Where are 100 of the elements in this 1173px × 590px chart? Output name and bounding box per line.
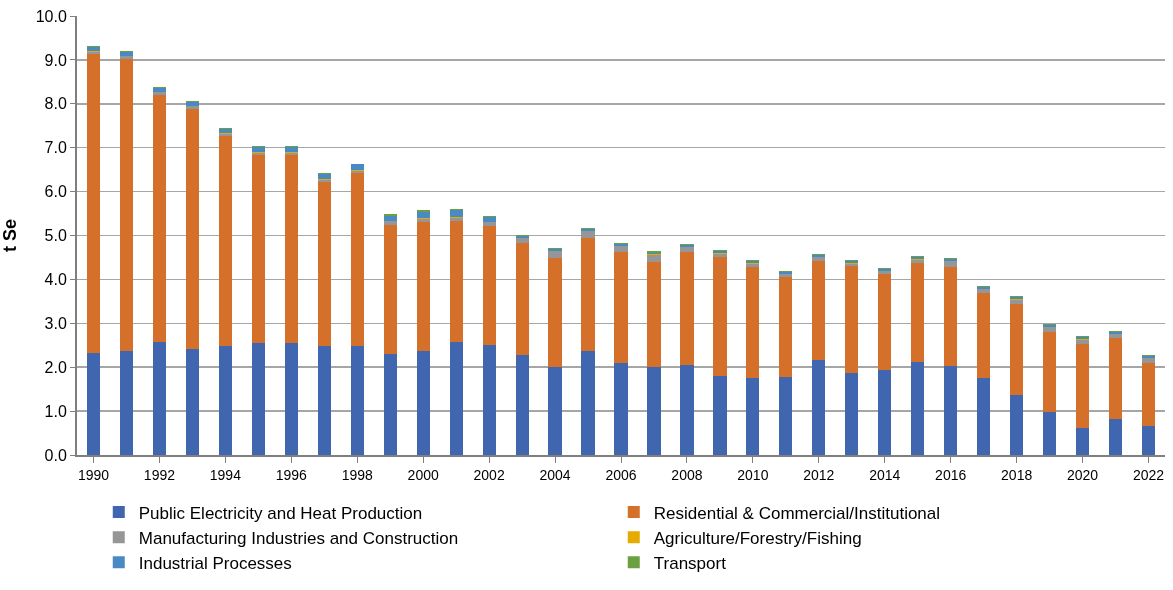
bar xyxy=(449,210,463,218)
legend-label: Residential & Commercial/Institutional xyxy=(653,503,941,523)
bar xyxy=(350,173,364,346)
bar xyxy=(746,267,760,379)
bar xyxy=(944,266,958,366)
bar xyxy=(119,59,134,351)
bar xyxy=(1075,428,1090,455)
legend-label: Agriculture/Forestry/Fishing xyxy=(653,528,862,548)
bar xyxy=(812,359,826,455)
bar xyxy=(152,95,167,343)
bar xyxy=(977,378,991,455)
bar xyxy=(1043,327,1057,333)
bar xyxy=(86,46,101,52)
bar xyxy=(1010,299,1024,304)
bar xyxy=(515,238,529,244)
bar xyxy=(581,231,595,238)
bar xyxy=(647,261,661,368)
bar xyxy=(482,225,496,345)
bar xyxy=(1075,344,1090,429)
bar xyxy=(251,147,265,153)
y-tick-label: 1.0 xyxy=(44,402,67,420)
y-tick-label: 6.0 xyxy=(44,183,67,201)
bar xyxy=(614,252,628,364)
bar xyxy=(680,364,694,455)
x-tick-label: 2020 xyxy=(1067,466,1099,483)
bar xyxy=(251,343,265,455)
x-tick-label: 2000 xyxy=(407,466,439,483)
bar xyxy=(416,351,430,455)
x-tick-label: 2004 xyxy=(539,466,571,483)
bar xyxy=(845,372,859,455)
bar xyxy=(911,362,925,455)
bar xyxy=(548,258,562,368)
bar xyxy=(449,221,463,342)
bar xyxy=(812,260,826,360)
x-tick-label: 2010 xyxy=(737,466,769,483)
x-tick-label: 2006 xyxy=(605,466,637,483)
bar xyxy=(680,247,694,253)
bar xyxy=(713,257,727,376)
legend-label: Transport xyxy=(653,553,727,573)
bar xyxy=(350,164,364,171)
bar xyxy=(1043,332,1057,412)
bar xyxy=(317,345,331,455)
bar xyxy=(1108,419,1123,455)
x-tick-label: 1990 xyxy=(77,466,110,483)
x-tick-label: 1998 xyxy=(341,466,374,483)
x-tick-label: 2008 xyxy=(671,466,703,483)
x-tick-label: 2012 xyxy=(803,466,835,483)
x-tick-label: 2002 xyxy=(473,466,505,483)
bar xyxy=(383,353,397,455)
bar xyxy=(185,101,199,106)
y-tick-label: 0.0 xyxy=(44,446,67,464)
bar xyxy=(317,173,331,180)
y-tick-label: 9.0 xyxy=(44,51,67,69)
bar xyxy=(515,354,529,455)
bar xyxy=(845,265,859,373)
bar xyxy=(1108,334,1123,339)
bar xyxy=(977,293,991,379)
bar xyxy=(1043,411,1057,455)
bar xyxy=(383,215,397,221)
bar xyxy=(944,261,958,267)
bar xyxy=(185,348,199,455)
x-tick-label: 1994 xyxy=(209,466,242,483)
bar xyxy=(152,342,167,455)
bar xyxy=(251,155,265,344)
bar xyxy=(416,222,430,352)
bar xyxy=(317,182,331,346)
y-tick-label: 8.0 xyxy=(44,95,67,113)
bar xyxy=(581,237,595,351)
bar xyxy=(944,365,958,455)
legend-label: Public Electricity and Heat Production xyxy=(138,503,423,523)
bar xyxy=(647,254,661,262)
bar xyxy=(449,341,463,455)
y-tick-label: 10.0 xyxy=(35,7,67,25)
legend-label: Industrial Processes xyxy=(138,553,292,573)
x-tick-label: 2022 xyxy=(1132,466,1165,483)
x-tick-label: 2016 xyxy=(935,466,967,483)
bar xyxy=(746,378,760,455)
bar xyxy=(911,263,925,363)
bar xyxy=(416,211,430,219)
y-tick-label: 2.0 xyxy=(44,358,67,376)
bar xyxy=(1010,303,1024,396)
bar xyxy=(1141,358,1156,364)
bar xyxy=(779,377,793,455)
bar xyxy=(548,367,562,455)
bar xyxy=(185,109,199,349)
bar xyxy=(977,289,991,294)
bar xyxy=(383,224,397,354)
bar xyxy=(713,375,727,455)
bar xyxy=(614,246,628,253)
bar xyxy=(1108,338,1123,420)
y-tick-label: 5.0 xyxy=(44,227,67,245)
x-tick-label: 2014 xyxy=(869,466,901,483)
x-tick-label: 1996 xyxy=(275,466,308,483)
bar xyxy=(1010,395,1024,455)
y-tick-label: 4.0 xyxy=(44,271,67,288)
bar xyxy=(218,136,232,346)
bar xyxy=(119,350,134,455)
bar xyxy=(515,243,529,355)
bar xyxy=(482,344,496,455)
bar xyxy=(284,146,298,153)
